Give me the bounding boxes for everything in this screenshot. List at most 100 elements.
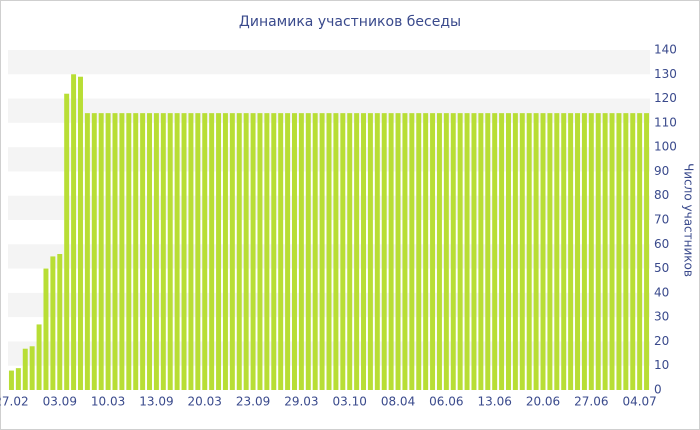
bar <box>112 113 118 391</box>
bar <box>402 113 408 391</box>
bar <box>264 113 270 391</box>
bar <box>409 113 415 391</box>
bar <box>133 113 139 391</box>
x-tick-label: 27.02 <box>0 395 29 409</box>
bar <box>533 113 539 391</box>
bar <box>291 113 297 391</box>
bar <box>29 346 35 390</box>
bar <box>333 113 339 391</box>
bar <box>499 113 505 391</box>
x-tick-label: 04.07 <box>622 395 656 409</box>
bar <box>202 113 208 391</box>
bar <box>43 268 49 390</box>
x-tick-label: 13.06 <box>477 395 511 409</box>
bar <box>575 113 581 391</box>
chart-title: Динамика участников беседы <box>239 14 461 30</box>
bar <box>98 113 104 391</box>
grid-band <box>8 50 650 75</box>
x-tick-label: 20.06 <box>526 395 560 409</box>
bar <box>450 113 456 391</box>
y-tick-label: 40 <box>654 285 669 299</box>
bar <box>195 113 201 391</box>
bar <box>588 113 594 391</box>
bar <box>478 113 484 391</box>
bar <box>243 113 249 391</box>
x-tick-label: 03.10 <box>333 395 367 409</box>
bar <box>216 113 222 391</box>
bar <box>485 113 491 391</box>
bar <box>374 113 380 391</box>
y-tick-label: 10 <box>654 358 669 372</box>
y-tick-label: 100 <box>654 140 677 154</box>
bar <box>430 113 436 391</box>
bar <box>285 113 291 391</box>
bar <box>568 113 574 391</box>
bar <box>367 113 373 391</box>
y-tick-label: 90 <box>654 164 669 178</box>
x-tick-label: 20.03 <box>188 395 222 409</box>
bar <box>160 113 166 391</box>
bar <box>436 113 442 391</box>
bar <box>319 113 325 391</box>
bar <box>609 113 615 391</box>
bar <box>298 113 304 391</box>
bar <box>312 113 318 391</box>
bar <box>57 254 63 390</box>
x-tick-label: 27.06 <box>574 395 608 409</box>
bar <box>84 113 90 391</box>
bar <box>630 113 636 391</box>
bar <box>326 113 332 391</box>
bar <box>388 113 394 391</box>
bar <box>71 74 77 391</box>
y-tick-label: 50 <box>654 261 669 275</box>
bar <box>91 113 97 391</box>
bar <box>581 113 587 391</box>
bar <box>140 113 146 391</box>
bar <box>423 113 429 391</box>
bar <box>361 113 367 391</box>
y-tick-label: 60 <box>654 237 669 251</box>
x-tick-label: 10.03 <box>91 395 125 409</box>
y-tick-label: 110 <box>654 115 677 129</box>
bar <box>526 113 532 391</box>
bar <box>457 113 463 391</box>
x-tick-label: 13.09 <box>139 395 173 409</box>
bar <box>540 113 546 391</box>
y-tick-label: 70 <box>654 213 669 227</box>
bar <box>257 113 263 391</box>
bar <box>637 113 643 391</box>
bar <box>222 113 228 391</box>
bar <box>381 113 387 391</box>
x-tick-label: 06.06 <box>429 395 463 409</box>
y-tick-label: 140 <box>654 43 677 57</box>
bar <box>354 113 360 391</box>
bar <box>271 113 277 391</box>
bar <box>623 113 629 391</box>
bar <box>77 76 83 390</box>
y-tick-label: 130 <box>654 67 677 81</box>
bar <box>492 113 498 391</box>
x-tick-label: 08.04 <box>381 395 415 409</box>
bar <box>443 113 449 391</box>
y-tick-label: 120 <box>654 91 677 105</box>
bar <box>416 113 422 391</box>
y-tick-label: 20 <box>654 334 669 348</box>
bar <box>126 113 132 391</box>
bar <box>278 113 284 391</box>
bar <box>119 113 125 391</box>
bar <box>105 113 111 391</box>
y-tick-label: 0 <box>654 383 662 397</box>
bar <box>616 113 622 391</box>
bar <box>229 113 235 391</box>
bar <box>64 93 70 390</box>
bar <box>209 113 215 391</box>
bar <box>8 370 14 390</box>
bar <box>36 324 42 390</box>
bar <box>250 113 256 391</box>
bar <box>147 113 153 391</box>
bar <box>505 113 511 391</box>
bar <box>464 113 470 391</box>
bar <box>471 113 477 391</box>
x-tick-label: 29.03 <box>284 395 318 409</box>
